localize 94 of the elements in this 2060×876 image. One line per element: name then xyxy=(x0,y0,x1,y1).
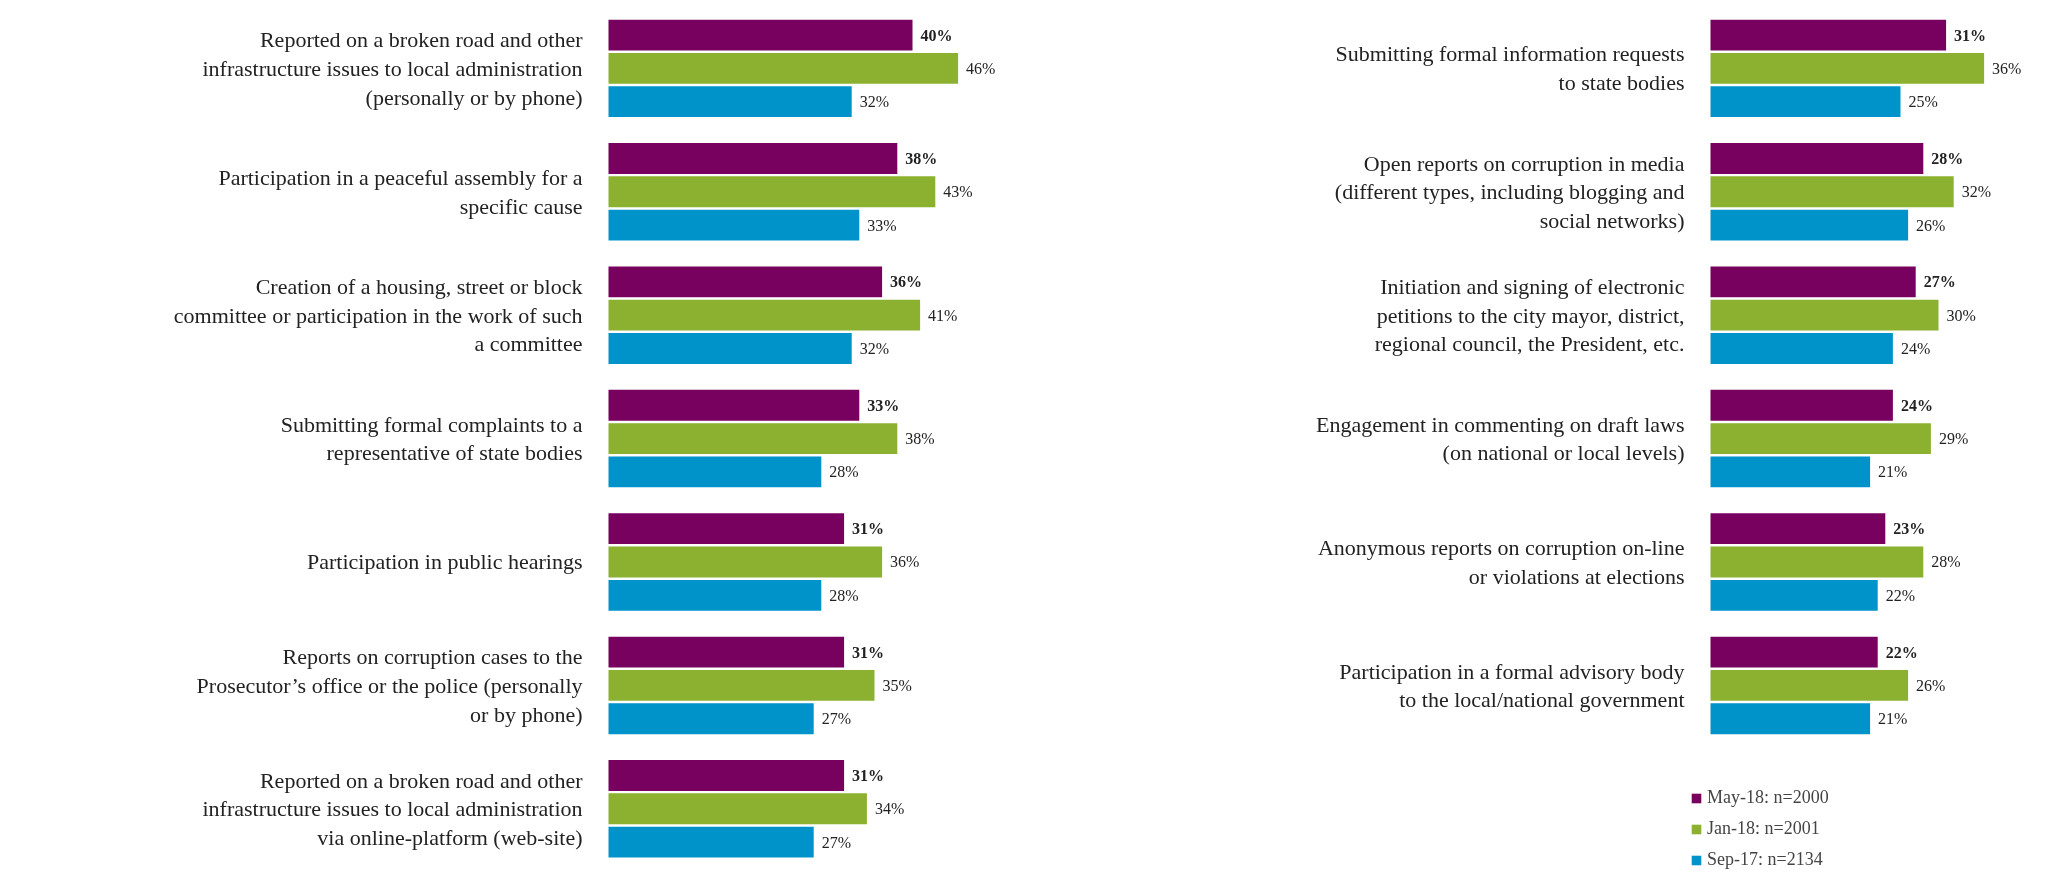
data-label: 22% xyxy=(1885,586,1916,604)
y-tick-label: Open reports on corruption in media (different types, including blogging and social networks) xyxy=(1334,150,1685,234)
data-label: 23% xyxy=(1893,520,1926,538)
data-label: 31% xyxy=(852,520,885,538)
bar xyxy=(608,546,883,578)
data-label: 38% xyxy=(905,149,938,167)
y-tick-label: Reported on a broken road and other infrastructure issues to local administration (personally or by phone) xyxy=(202,27,584,110)
data-label: 28% xyxy=(1931,553,1961,571)
bar xyxy=(608,266,883,298)
bar xyxy=(1710,423,1931,455)
bar xyxy=(608,176,936,208)
data-label: 21% xyxy=(1878,710,1908,728)
data-label: 28% xyxy=(1931,149,1964,167)
data-label: 43% xyxy=(943,183,973,201)
data-label: 46% xyxy=(966,59,996,77)
bar xyxy=(608,19,913,51)
bar xyxy=(608,86,852,118)
bar xyxy=(608,579,822,611)
data-label: 41% xyxy=(928,306,958,324)
data-label: 33% xyxy=(867,396,900,414)
data-label: 38% xyxy=(905,430,935,448)
bar xyxy=(1710,456,1871,488)
bar xyxy=(608,333,852,364)
y-tick-label: Creation of a housing, street or block committee or participation in the work of such a committee xyxy=(173,273,583,357)
bar xyxy=(1710,176,1954,208)
bar xyxy=(608,389,860,421)
bar xyxy=(1710,579,1878,611)
bar xyxy=(608,703,814,735)
bar xyxy=(608,636,845,668)
data-label: 36% xyxy=(890,273,923,291)
data-label: 30% xyxy=(1946,306,1976,324)
data-label: 28% xyxy=(829,586,859,604)
data-label: 28% xyxy=(829,463,859,481)
data-label: 27% xyxy=(1923,273,1956,291)
legend-label: Jan-18: n=2001 xyxy=(1707,818,1820,839)
bar xyxy=(1710,389,1893,421)
y-tick-label: Reported on a broken road and other infrastructure issues to local administration via online-platform (web-site) xyxy=(202,767,584,851)
y-tick-label: Participation in a formal advisory body to the local/national government xyxy=(1339,658,1685,713)
bar xyxy=(608,760,845,791)
bar xyxy=(1710,546,1924,578)
bar xyxy=(1710,19,1947,51)
data-label: 31% xyxy=(852,643,885,661)
bar xyxy=(1710,513,1886,545)
data-label: 31% xyxy=(852,766,885,784)
data-label: 34% xyxy=(874,800,905,818)
data-label: 32% xyxy=(1961,183,1992,201)
bar xyxy=(1710,703,1871,735)
y-tick-label: Initiation and signing of electronic petitions to the city mayor, district, regional council, the President, etc. xyxy=(1374,273,1685,357)
data-label: 35% xyxy=(882,676,912,694)
bar xyxy=(1710,86,1901,118)
data-label: 21% xyxy=(1878,463,1908,481)
data-label: 25% xyxy=(1908,93,1938,111)
bar xyxy=(1710,209,1909,241)
y-tick-label: Engagement in commenting on draft laws (on national or local levels) xyxy=(1316,411,1685,466)
bar xyxy=(1710,636,1878,668)
bar xyxy=(608,826,814,858)
data-label: 32% xyxy=(859,93,890,111)
bar xyxy=(608,456,822,488)
y-tick-label: Submitting formal information requests to state bodies xyxy=(1335,41,1685,96)
y-tick-label: Reports on corruption cases to the Prosecutor’s office or the police (personally or by phone) xyxy=(196,644,583,727)
bar xyxy=(1710,143,1924,174)
data-label: 32% xyxy=(859,340,890,357)
bar xyxy=(1710,266,1916,298)
y-tick-label: Anonymous reports on corruption on-line or violations at elections xyxy=(1317,535,1685,589)
bar xyxy=(608,793,867,825)
data-label: 26% xyxy=(1916,676,1946,694)
data-label: 27% xyxy=(821,710,852,728)
data-label: 33% xyxy=(867,216,897,234)
data-label: 24% xyxy=(1900,396,1933,414)
data-label: 31% xyxy=(1954,26,1987,44)
y-tick-label: Participation in a peaceful assembly for a specific cause xyxy=(218,164,583,219)
data-label: 29% xyxy=(1938,430,1969,448)
data-label: 36% xyxy=(1992,59,2022,77)
y-tick-label: Submitting formal complaints to a representative of state bodies xyxy=(280,411,583,466)
bar xyxy=(608,423,898,455)
bar xyxy=(608,143,898,174)
bar xyxy=(1710,299,1939,331)
y-tick-label: Participation in public hearings xyxy=(306,549,583,575)
data-label: 40% xyxy=(920,26,953,44)
legend-label: Sep-17: n=2134 xyxy=(1707,849,1823,870)
bar xyxy=(1710,333,1893,364)
data-label: 36% xyxy=(890,553,920,571)
data-label: 27% xyxy=(821,833,852,851)
bar xyxy=(608,299,921,331)
data-label: 24% xyxy=(1900,340,1931,357)
data-label: 26% xyxy=(1916,216,1946,234)
bar xyxy=(1710,669,1909,701)
legend-label: May-18: n=2000 xyxy=(1707,787,1829,808)
bar xyxy=(608,52,959,84)
bar xyxy=(1710,52,1985,84)
bar xyxy=(608,209,860,241)
bar xyxy=(608,669,875,701)
data-label: 22% xyxy=(1885,643,1918,661)
bar xyxy=(608,513,845,545)
